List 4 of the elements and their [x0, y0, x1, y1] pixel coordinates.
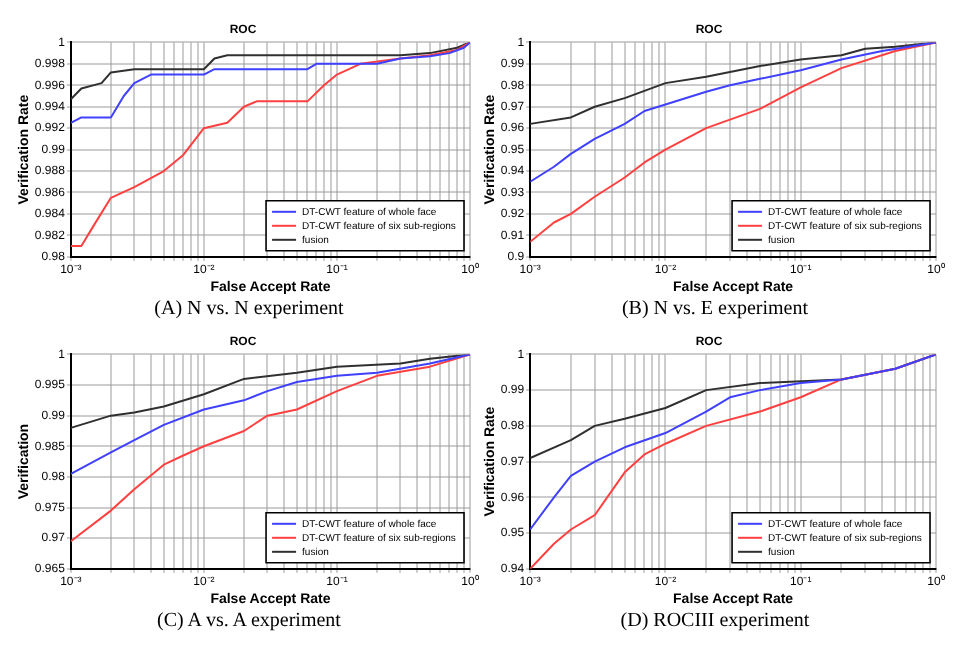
- text: (B) N vs. E experiment: [621, 296, 809, 324]
- text: (C) A vs. A experiment: [157, 608, 341, 636]
- text: (D) ROCIII experiment: [620, 608, 810, 636]
- text: (A) N vs. N experiment: [154, 296, 344, 324]
